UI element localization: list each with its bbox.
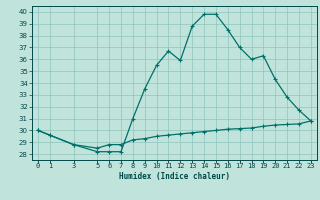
X-axis label: Humidex (Indice chaleur): Humidex (Indice chaleur): [119, 172, 230, 181]
